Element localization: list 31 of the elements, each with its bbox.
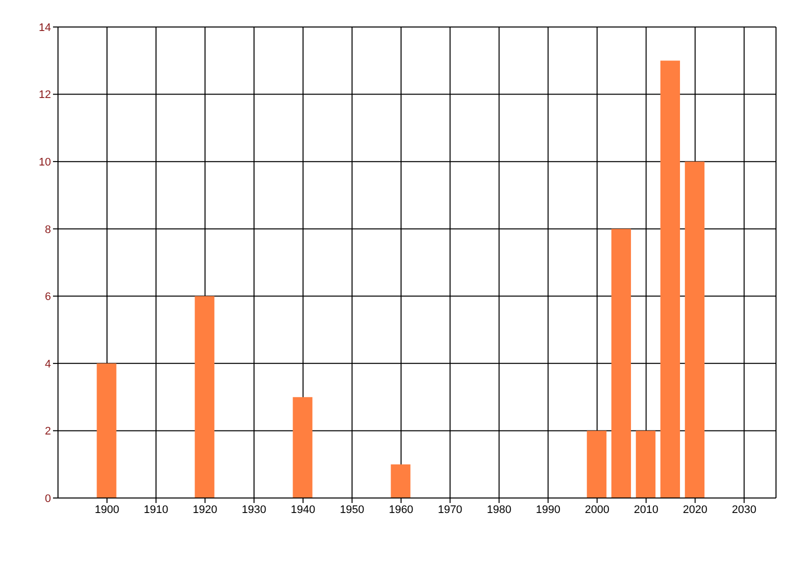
x-tick-label: 1920: [192, 504, 218, 516]
y-tick-label: 0: [44, 492, 51, 505]
bar: [684, 162, 704, 498]
bar: [194, 296, 214, 498]
bar: [292, 397, 312, 498]
x-tick-label: 2020: [682, 504, 708, 516]
bar: [611, 228, 631, 498]
x-tick-label: 1970: [438, 504, 462, 516]
x-tick-label: 1950: [340, 504, 364, 516]
y-tick-label: 14: [38, 22, 51, 34]
x-tick-label: 1900: [94, 504, 120, 516]
bar: [96, 363, 116, 498]
y-tick-label: 2: [44, 426, 51, 438]
y-tick-label: 4: [44, 358, 51, 370]
y-tick-label: 10: [38, 156, 51, 168]
x-tick-label: 1960: [388, 504, 414, 516]
bar: [586, 430, 606, 498]
y-tick-label: 8: [44, 224, 51, 236]
x-tick-label: 1990: [536, 504, 560, 516]
bar: [660, 60, 680, 498]
x-tick-label: 1930: [242, 504, 266, 516]
y-tick-label: 12: [38, 89, 51, 102]
x-tick-label: 1940: [290, 504, 316, 516]
bar: [390, 464, 410, 498]
x-tick-label: 2030: [732, 504, 756, 516]
x-tick-label: 1980: [486, 504, 512, 516]
x-tick-label: 1910: [144, 504, 168, 516]
y-tick-label: 6: [44, 291, 51, 304]
bar: [636, 430, 656, 498]
x-tick-label: 2010: [634, 504, 658, 516]
x-tick-label: 2000: [584, 504, 610, 516]
